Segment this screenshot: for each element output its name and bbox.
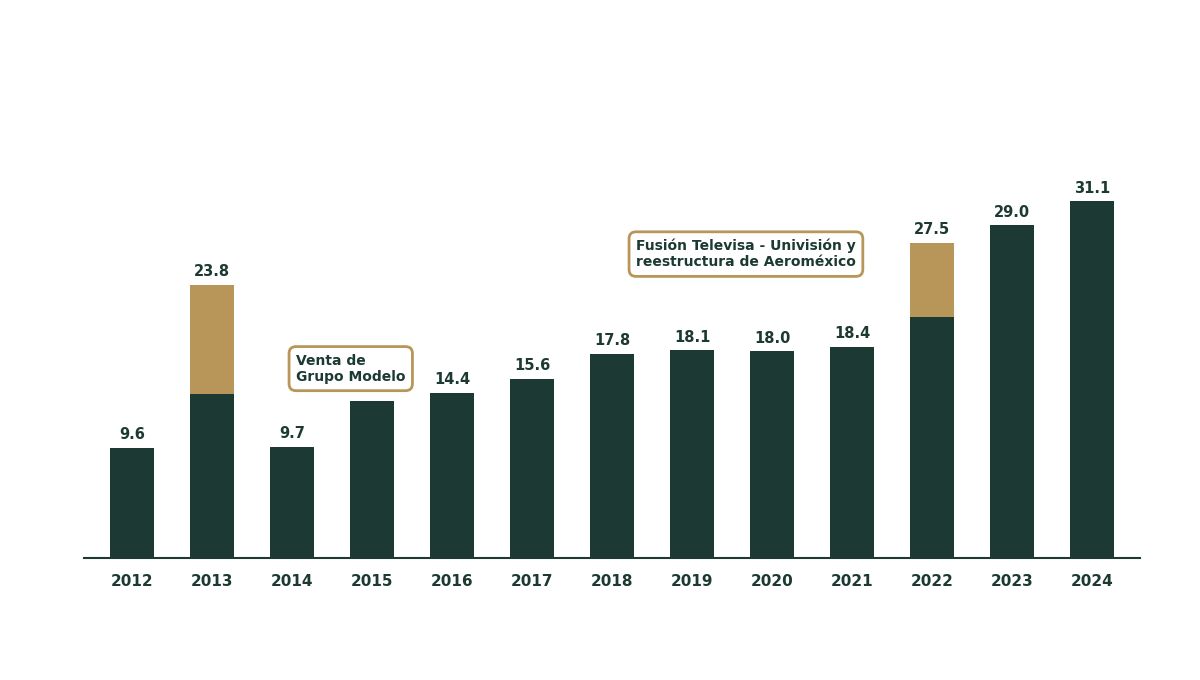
Text: 13.7: 13.7: [354, 380, 390, 395]
Text: 18.1: 18.1: [674, 330, 710, 345]
Text: 9.6: 9.6: [119, 427, 145, 442]
Bar: [430, 392, 474, 558]
Bar: [830, 347, 874, 558]
Text: 17.8: 17.8: [594, 333, 630, 348]
Bar: [590, 354, 634, 558]
Bar: [990, 226, 1034, 558]
Text: 18.4: 18.4: [834, 326, 870, 341]
Bar: [190, 394, 234, 558]
Bar: [510, 379, 554, 558]
Text: 14.4: 14.4: [434, 372, 470, 387]
Bar: [910, 317, 954, 558]
Text: 31.1: 31.1: [1074, 181, 1110, 196]
Bar: [110, 447, 154, 558]
Bar: [670, 350, 714, 558]
Bar: [750, 352, 794, 558]
Text: 15.6: 15.6: [514, 358, 550, 373]
Bar: [190, 285, 234, 394]
Bar: [910, 243, 954, 317]
Text: Fusión Televisa - Univisión y
reestructura de Aeroméxico: Fusión Televisa - Univisión y reestructu…: [636, 239, 856, 269]
Bar: [350, 401, 394, 558]
Text: 23.8: 23.8: [194, 265, 230, 279]
Text: 27.5: 27.5: [914, 222, 950, 237]
Text: 29.0: 29.0: [994, 205, 1030, 220]
Text: Venta de
Grupo Modelo: Venta de Grupo Modelo: [296, 354, 406, 384]
Bar: [270, 447, 314, 558]
Text: 18.0: 18.0: [754, 330, 790, 345]
Text: 9.7: 9.7: [280, 426, 305, 441]
Bar: [1070, 201, 1114, 558]
